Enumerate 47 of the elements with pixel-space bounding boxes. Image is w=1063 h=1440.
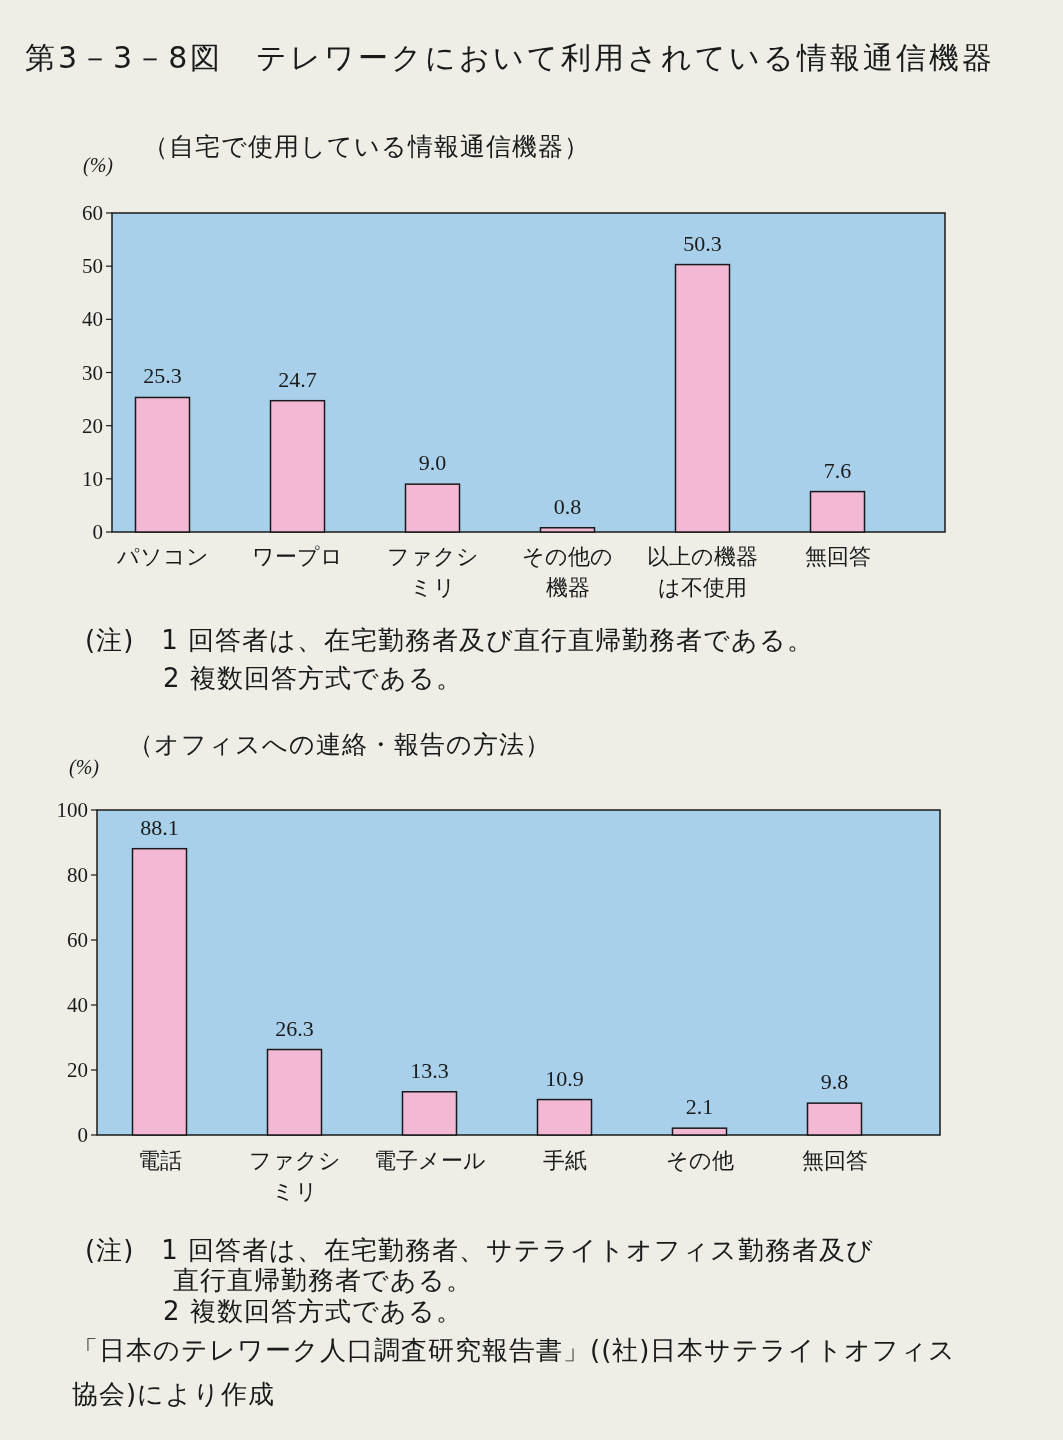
y-tick-label: 0 — [92, 520, 103, 544]
x-tick-label: 手紙 — [542, 1147, 587, 1173]
chart-subtitle: （オフィスへの連絡・報告の方法） — [128, 729, 551, 761]
y-tick-label: 100 — [56, 798, 88, 822]
y-tick-label: 60 — [67, 928, 88, 952]
text: (注) 1 回答者は、在宅勤務者及び直行直帰勤務者である。 — [85, 624, 816, 656]
text: 2 複数回答方式である。 — [163, 662, 464, 694]
y-tick-label: 30 — [82, 360, 103, 385]
data-label: 25.3 — [143, 363, 182, 389]
y-tick-label: 60 — [82, 201, 103, 225]
x-tick-label: 無回答 — [804, 543, 871, 569]
y-tick-label: 80 — [67, 863, 88, 887]
data-label: 50.3 — [683, 230, 722, 256]
data-label: 26.3 — [275, 1015, 314, 1041]
y-tick-label: 40 — [67, 993, 88, 1017]
x-tick-label: ファクシミリ — [386, 543, 479, 600]
x-tick-label: ファクシミリ — [248, 1147, 341, 1204]
y-axis-title: (%) — [83, 154, 114, 177]
text: (注) 1 回答者は、在宅勤務者、サテライトオフィス勤務者及び直行直帰勤務者である。 — [85, 1235, 876, 1295]
text: 2 複数回答方式である。 — [163, 1296, 464, 1326]
y-tick-label: 50 — [82, 254, 103, 279]
y-tick-label: 20 — [67, 1058, 88, 1082]
y-tick-label: 40 — [82, 307, 103, 332]
x-tick-label: パソコン — [115, 543, 209, 569]
x-tick-label: ワープロ — [252, 543, 343, 569]
x-tick-label: その他の機器 — [522, 543, 613, 600]
data-label: 9.8 — [820, 1069, 849, 1095]
data-label: 2.1 — [685, 1094, 714, 1120]
y-tick-label: 0 — [77, 1123, 88, 1147]
chart-title: 第3－3－8図 テレワークにおいて利用されている情報通信機器 — [25, 39, 996, 77]
data-label: 13.3 — [410, 1057, 449, 1083]
data-label: 9.0 — [418, 450, 447, 476]
x-tick-label: 無回答 — [801, 1147, 868, 1173]
y-axis-title: (%) — [69, 756, 100, 779]
y-tick-label: 10 — [82, 466, 103, 491]
data-label: 88.1 — [140, 814, 179, 840]
text: 「日本のテレワーク人口調査研究報告書」((社)日本サテライトオフィス協会)により作成 — [72, 1334, 958, 1411]
x-tick-label: その他 — [665, 1147, 734, 1173]
x-tick-label: 電話 — [137, 1147, 182, 1173]
x-tick-label: 電子メール — [373, 1147, 486, 1173]
chart-subtitle: （自宅で使用している情報通信機器） — [143, 131, 590, 163]
x-tick-label: 以上の機器は不使用 — [647, 543, 758, 600]
y-tick-label: 20 — [82, 413, 103, 438]
data-label: 10.9 — [545, 1065, 584, 1091]
data-label: 0.8 — [553, 493, 582, 519]
data-label: 24.7 — [278, 366, 317, 392]
data-label: 7.6 — [823, 457, 852, 483]
